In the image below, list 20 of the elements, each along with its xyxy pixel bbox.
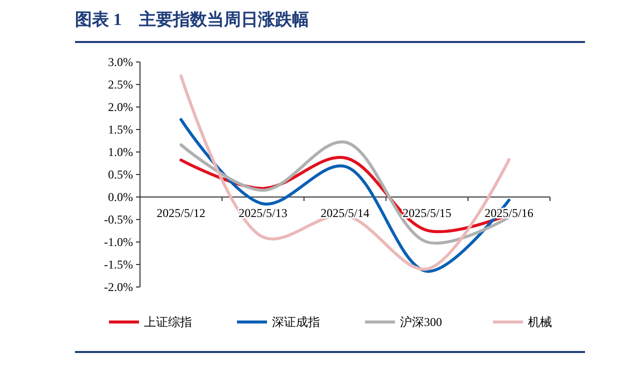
x-tick-label: 2025/5/14 [320,206,370,220]
chart-title: 图表 1 主要指数当周日涨跌幅 [75,10,309,29]
legend-label: 深证成指 [272,315,320,330]
legend-label: 上证综指 [144,315,192,330]
y-tick-label: -2.0% [104,280,133,294]
y-tick-label: -1.5% [104,258,133,272]
x-tick-label: 2025/5/12 [156,206,206,220]
legend-label: 沪深300 [400,315,442,330]
y-tick-label: 3.0% [108,55,133,70]
y-tick-label: -1.0% [104,235,133,250]
y-tick-label: 2.0% [108,100,133,114]
legend-label: 机械 [528,315,552,330]
y-tick-label: 0.5% [108,168,133,182]
y-tick-label: -0.5% [104,212,133,227]
x-tick-label: 2025/5/13 [238,206,288,220]
y-tick-label: 0.0% [108,190,133,204]
y-tick-label: 1.5% [108,122,133,137]
y-tick-label: 2.5% [108,78,133,92]
y-tick-label: 1.0% [108,145,133,160]
x-tick-label: 2025/5/15 [402,206,452,220]
